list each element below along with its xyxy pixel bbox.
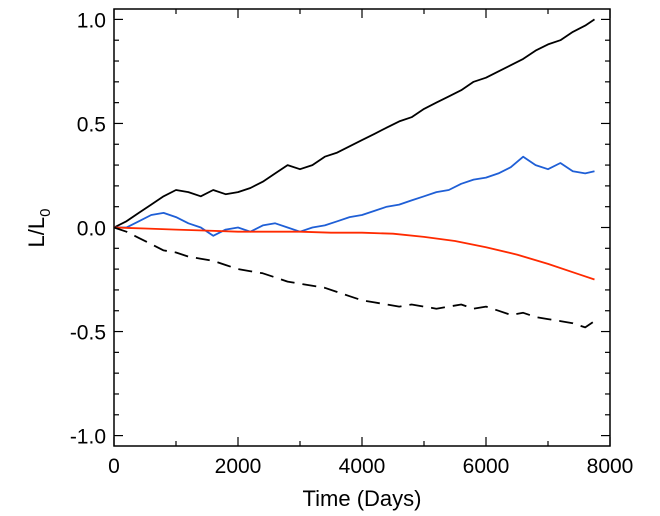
- y-tick-label: 0.0: [77, 218, 106, 241]
- blue-series-line: [114, 155, 595, 237]
- x-tick-label: 0: [108, 455, 120, 478]
- axis-tick-labels: 0 2000 4000 6000 8000 -1.0 -0.5 0.0 0.5 1.0: [70, 9, 634, 478]
- y-tick-label: -0.5: [70, 322, 106, 345]
- red-series-line: [113, 226, 595, 281]
- x-tick-label: 8000: [587, 455, 634, 478]
- y-axis-label-subscript: 0: [37, 209, 54, 217]
- x-tick-label: 2000: [215, 455, 262, 478]
- x-tick-label: 6000: [463, 455, 510, 478]
- black-dashed-series-line: [113, 226, 596, 329]
- plot-frame: [113, 8, 611, 447]
- black-solid-series-line: [113, 18, 595, 229]
- y-tick-label: -1.0: [70, 426, 106, 449]
- x-tick-label: 4000: [339, 455, 386, 478]
- y-axis-label-main: L/L: [24, 217, 49, 248]
- axis-ticks: [113, 9, 611, 446]
- data-series: [113, 18, 596, 329]
- y-tick-label: 1.0: [77, 9, 106, 32]
- y-axis-label: L/L0: [24, 209, 54, 248]
- y-tick-label: 0.5: [77, 113, 106, 136]
- x-axis-label: Time (Days): [303, 486, 422, 511]
